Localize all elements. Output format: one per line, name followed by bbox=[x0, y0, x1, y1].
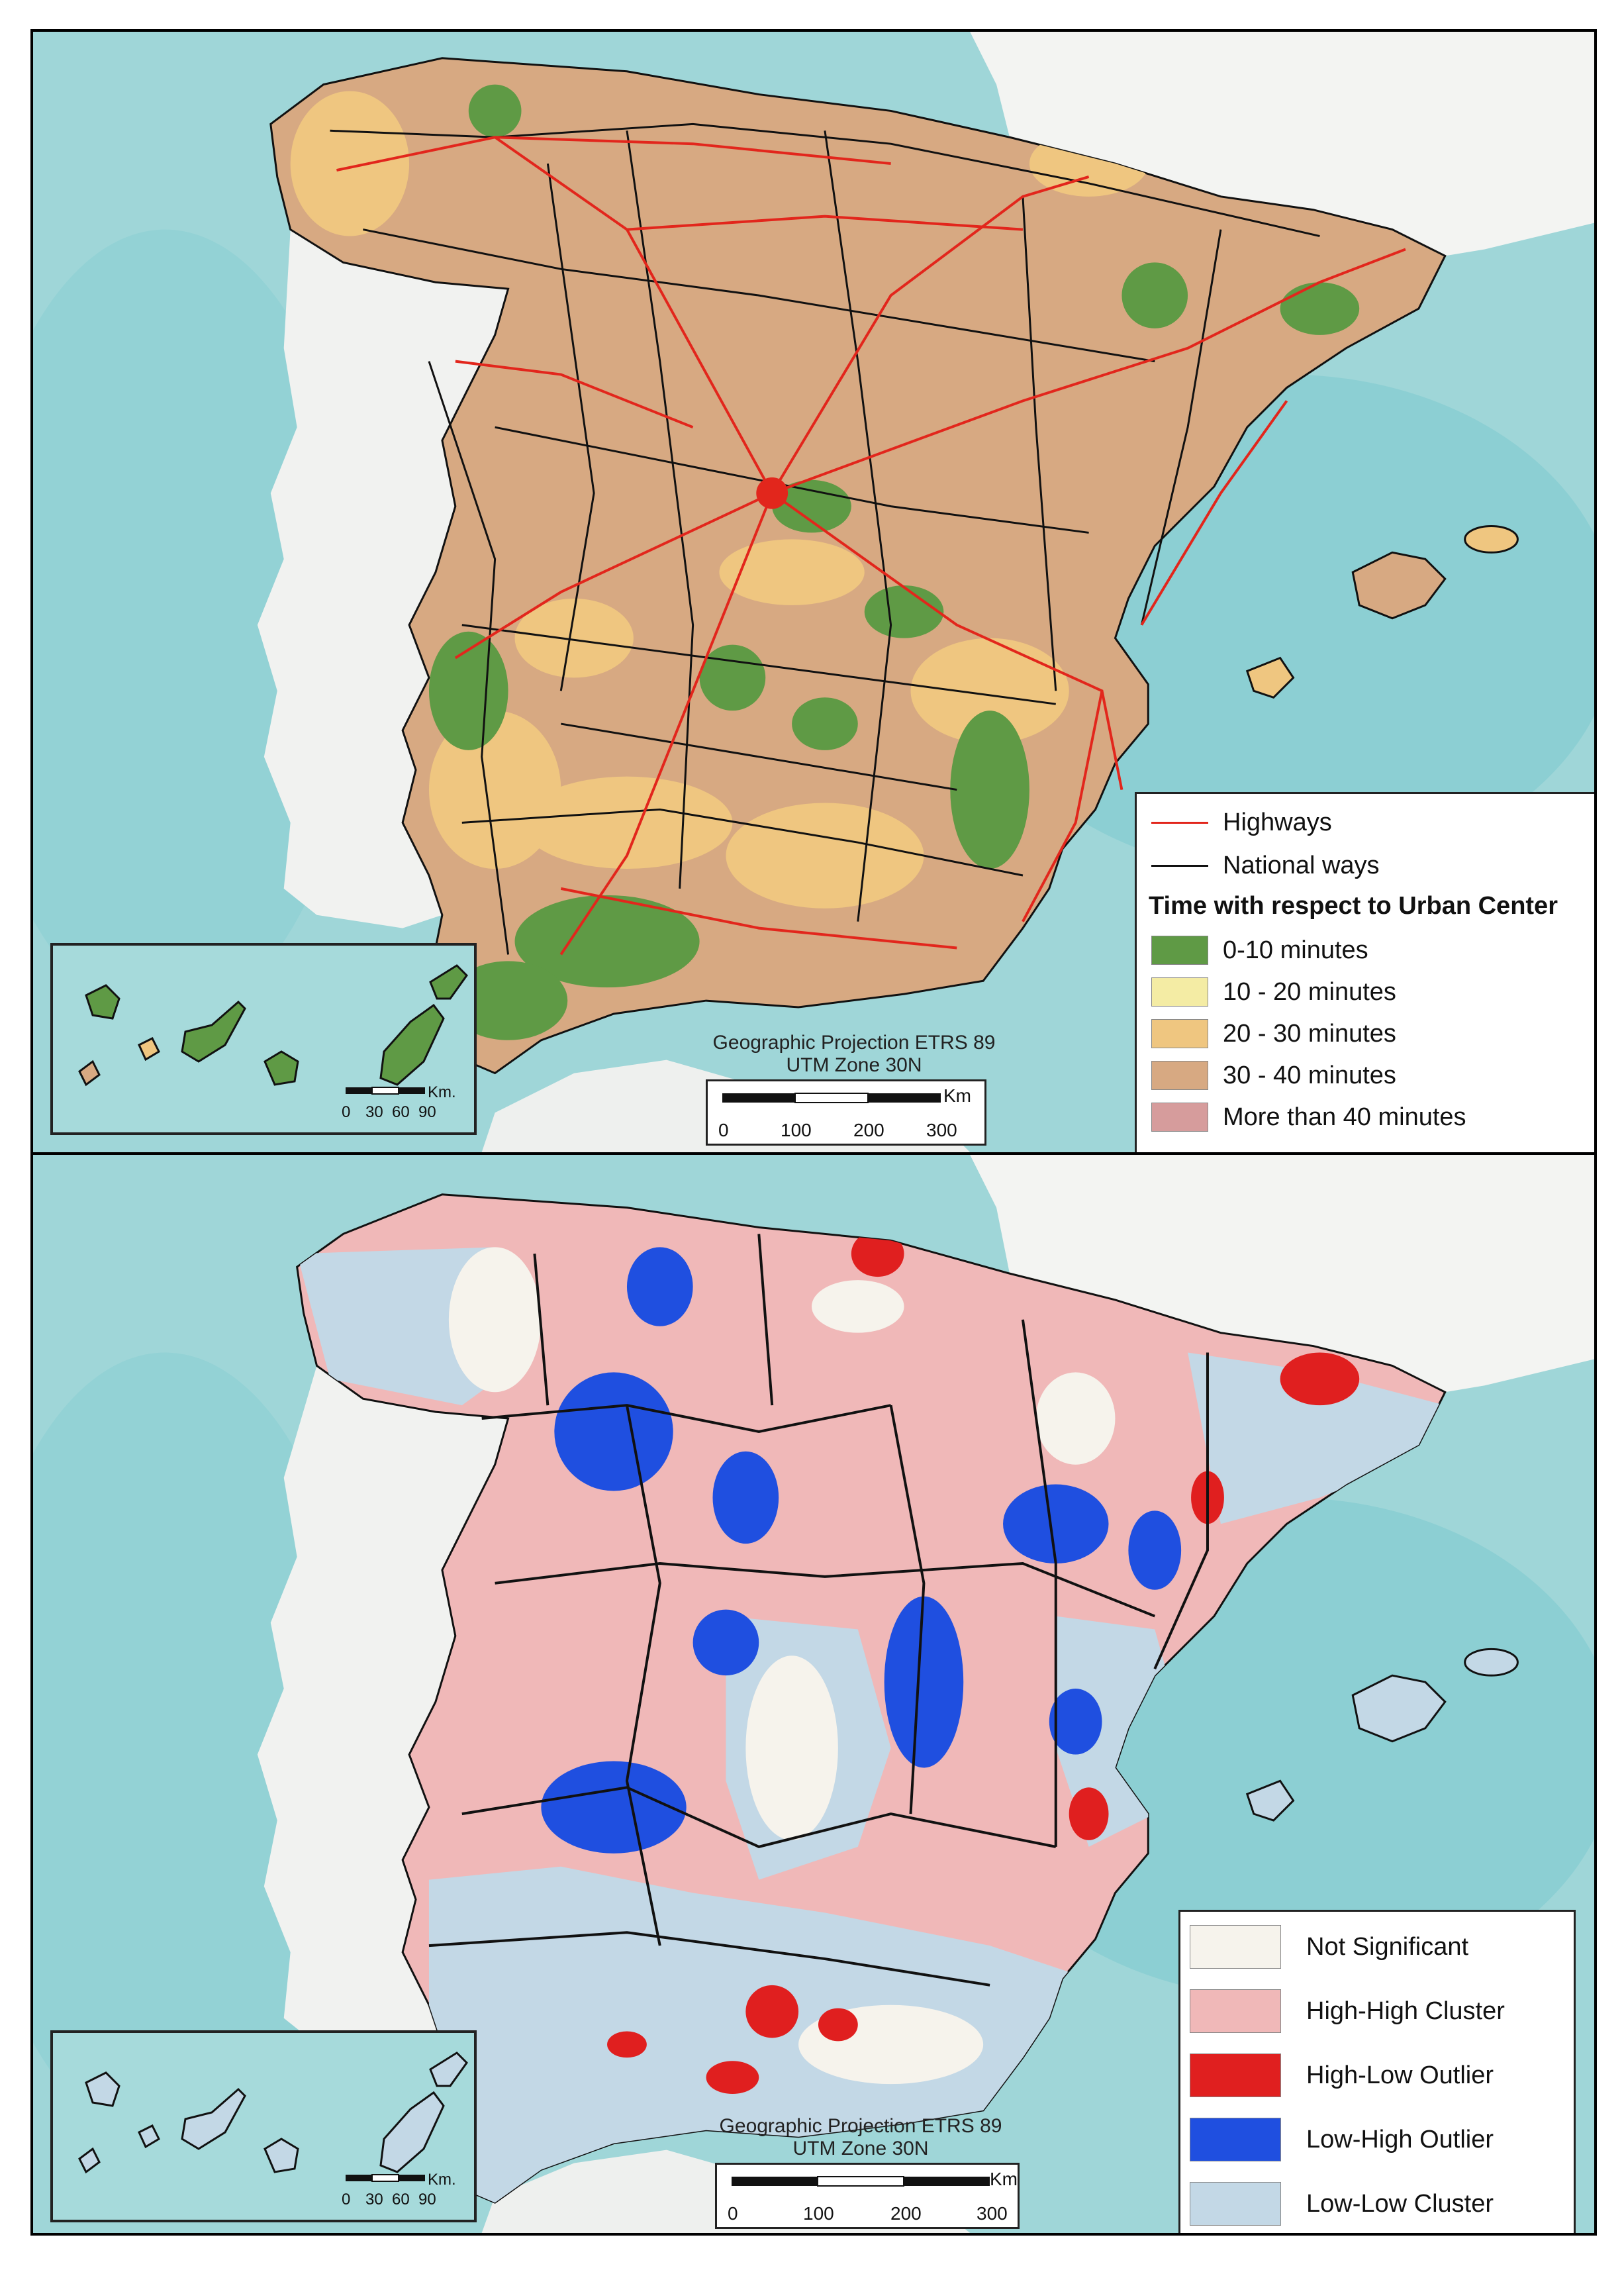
legend-swatch bbox=[1190, 1989, 1281, 2033]
france-landmass bbox=[970, 32, 1594, 256]
lisa-cluster-map-panel: Km. 0 30 60 90 Geographic Projection ETR… bbox=[30, 1152, 1597, 2236]
legend-low-high: Low-High Outlier bbox=[1180, 2118, 1574, 2161]
legend-swatch bbox=[1190, 1925, 1281, 1969]
region-borders bbox=[428, 1234, 1209, 1987]
legend-swatch bbox=[1151, 1103, 1208, 1132]
national-ways bbox=[330, 123, 1320, 955]
legend-swatch bbox=[1190, 2053, 1281, 2097]
legend-not-significant: Not Significant bbox=[1180, 1925, 1574, 1969]
legend-label: More than 40 minutes bbox=[1223, 1103, 1466, 1131]
scale-unit: Km bbox=[943, 1085, 971, 1106]
scale-tick: 100 bbox=[803, 2203, 834, 2224]
legend-highways: Highways bbox=[1137, 809, 1594, 837]
inset-scale-unit: Km. bbox=[428, 1083, 456, 1101]
sea-depth-shade bbox=[33, 1352, 363, 2144]
ibiza bbox=[1245, 656, 1295, 699]
portugal-landmass bbox=[257, 1365, 508, 2058]
legend-label: 10 - 20 minutes bbox=[1223, 977, 1396, 1006]
portugal-landmass bbox=[257, 229, 508, 928]
canary-islands-map bbox=[78, 964, 468, 1087]
highway-line-sample bbox=[1151, 822, 1208, 824]
legend-swatch bbox=[1151, 1061, 1208, 1090]
scale-tick: 200 bbox=[853, 1120, 884, 1140]
mallorca bbox=[1351, 1674, 1447, 1743]
legend-label: 30 - 40 minutes bbox=[1223, 1061, 1396, 1089]
lisa-legend: Not Significant High-High Cluster High-L… bbox=[1178, 1910, 1576, 2233]
canary-islands-inset: Km. 0 30 60 90 bbox=[50, 2030, 477, 2222]
travel-time-zones bbox=[290, 84, 1360, 1040]
scale-tick: 300 bbox=[926, 1120, 957, 1140]
inset-scale-tick: 0 bbox=[342, 1103, 351, 1121]
legend-label: High-High Cluster bbox=[1306, 1997, 1505, 2025]
inset-scale-tick: 90 bbox=[418, 2191, 436, 2208]
legend-title-row: Time with respect to Urban Center bbox=[1137, 892, 1594, 920]
inset-scale-tick: 30 bbox=[365, 1103, 383, 1121]
legend-title: Time with respect to Urban Center bbox=[1149, 892, 1558, 920]
legend-swatch bbox=[1151, 936, 1208, 965]
projection-line-1: Geographic Projection ETRS 89 bbox=[712, 1032, 996, 1054]
inset-scale-tick: 30 bbox=[365, 2191, 383, 2208]
ibiza bbox=[1245, 1779, 1295, 1822]
inset-scale-tick: 60 bbox=[392, 1103, 410, 1121]
mallorca bbox=[1351, 551, 1447, 620]
legend-swatch bbox=[1190, 2118, 1281, 2161]
menorca bbox=[1464, 524, 1519, 554]
projection-note: Geographic Projection ETRS 89 UTM Zone 3… bbox=[689, 1032, 1020, 1077]
scale-tick: 200 bbox=[890, 2203, 922, 2224]
projection-line-1: Geographic Projection ETRS 89 bbox=[719, 2115, 1002, 2137]
projection-line-2: UTM Zone 30N bbox=[792, 2138, 929, 2159]
inset-scale-tick: 0 bbox=[342, 2191, 351, 2208]
lisa-clusters bbox=[297, 1230, 1445, 2203]
national-way-line-sample bbox=[1151, 865, 1208, 867]
legend-high-high: High-High Cluster bbox=[1180, 1989, 1574, 2033]
travel-time-map-panel: Km. 0 30 60 90 Geographic Projection ETR… bbox=[30, 29, 1597, 1155]
inset-scale-bar: Km. 0 30 60 90 bbox=[342, 1083, 474, 1130]
legend-class-0-10: 0-10 minutes bbox=[1137, 936, 1594, 965]
legend-label: Low-High Outlier bbox=[1306, 2125, 1494, 2153]
legend-class-30-40: 30 - 40 minutes bbox=[1137, 1061, 1594, 1090]
scale-tick: 0 bbox=[718, 1120, 729, 1140]
scale-unit: Km bbox=[990, 2169, 1018, 2189]
legend-swatch bbox=[1190, 2182, 1281, 2226]
legend-national-ways: National ways bbox=[1137, 852, 1594, 880]
legend-label: Low-Low Cluster bbox=[1306, 2189, 1494, 2218]
legend-swatch bbox=[1151, 977, 1208, 1007]
france-landmass bbox=[970, 1155, 1594, 1393]
legend-class-40-plus: More than 40 minutes bbox=[1137, 1103, 1594, 1132]
sea-depth-shade bbox=[33, 229, 363, 1020]
legend-class-10-20: 10 - 20 minutes bbox=[1137, 977, 1594, 1007]
inset-scale-graphic bbox=[346, 1087, 425, 1095]
scale-tick: 0 bbox=[728, 2203, 738, 2224]
inset-scale-bar: Km. 0 30 60 90 bbox=[342, 2171, 474, 2217]
scale-bar-graphic bbox=[722, 1093, 941, 1103]
inset-scale-tick: 60 bbox=[392, 2191, 410, 2208]
legend-low-low: Low-Low Cluster bbox=[1180, 2182, 1574, 2226]
projection-line-2: UTM Zone 30N bbox=[786, 1054, 922, 1076]
projection-note: Geographic Projection ETRS 89 UTM Zone 3… bbox=[695, 2115, 1026, 2160]
legend-class-20-30: 20 - 30 minutes bbox=[1137, 1019, 1594, 1048]
inset-scale-graphic bbox=[346, 2174, 425, 2182]
legend-label: Not Significant bbox=[1306, 1932, 1469, 1961]
legend-label: 0-10 minutes bbox=[1223, 936, 1368, 964]
scale-bar: Km 0 100 200 300 bbox=[706, 1079, 986, 1146]
legend-label: National ways bbox=[1223, 852, 1380, 879]
scale-tick: 100 bbox=[781, 1120, 812, 1140]
scale-bar: Km 0 100 200 300 bbox=[715, 2163, 1020, 2229]
legend-high-low: High-Low Outlier bbox=[1180, 2053, 1574, 2097]
highways bbox=[336, 136, 1406, 956]
legend-label: High-Low Outlier bbox=[1306, 2061, 1494, 2089]
canary-islands-inset: Km. 0 30 60 90 bbox=[50, 943, 477, 1135]
canary-islands-map bbox=[78, 2052, 468, 2174]
inset-scale-tick: 90 bbox=[418, 1103, 436, 1121]
legend-swatch bbox=[1151, 1019, 1208, 1048]
scale-bar-graphic bbox=[732, 2176, 990, 2187]
inset-scale-unit: Km. bbox=[428, 2171, 456, 2189]
scale-tick: 300 bbox=[977, 2203, 1008, 2224]
travel-time-legend: Highways National ways Time with respect… bbox=[1135, 792, 1594, 1152]
legend-label: Highways bbox=[1223, 809, 1332, 836]
madrid-urban-center bbox=[756, 477, 788, 509]
legend-label: 20 - 30 minutes bbox=[1223, 1019, 1396, 1048]
menorca bbox=[1464, 1648, 1519, 1677]
